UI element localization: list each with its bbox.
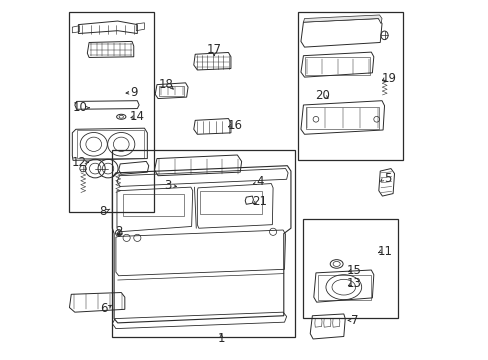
Text: 11: 11: [377, 245, 392, 258]
Bar: [317, 275, 370, 300]
Text: 15: 15: [346, 264, 361, 276]
Bar: [159, 86, 183, 96]
Text: 1: 1: [217, 333, 224, 346]
Text: 21: 21: [252, 195, 267, 208]
Bar: [69, 12, 154, 212]
Bar: [200, 191, 262, 214]
Text: 5: 5: [383, 172, 390, 185]
Text: 6: 6: [100, 302, 107, 315]
Text: 9: 9: [130, 86, 137, 99]
Text: 12: 12: [72, 156, 87, 169]
Text: 16: 16: [227, 119, 243, 132]
Bar: [298, 12, 403, 160]
Text: 18: 18: [158, 78, 173, 91]
Text: 19: 19: [381, 72, 396, 85]
Text: 17: 17: [206, 43, 221, 56]
Text: 7: 7: [351, 314, 358, 327]
Text: 10: 10: [73, 102, 87, 114]
Polygon shape: [303, 15, 381, 23]
Bar: [77, 130, 144, 158]
Text: 13: 13: [346, 277, 361, 290]
Bar: [305, 58, 369, 75]
Text: 2: 2: [115, 225, 122, 238]
Bar: [303, 219, 397, 318]
Text: 8: 8: [100, 205, 107, 218]
Bar: [112, 150, 294, 337]
Bar: [123, 194, 183, 216]
Text: 14: 14: [130, 110, 144, 123]
Text: 4: 4: [256, 175, 264, 188]
Text: 20: 20: [314, 89, 329, 102]
Text: 3: 3: [163, 179, 171, 192]
Bar: [305, 107, 378, 129]
